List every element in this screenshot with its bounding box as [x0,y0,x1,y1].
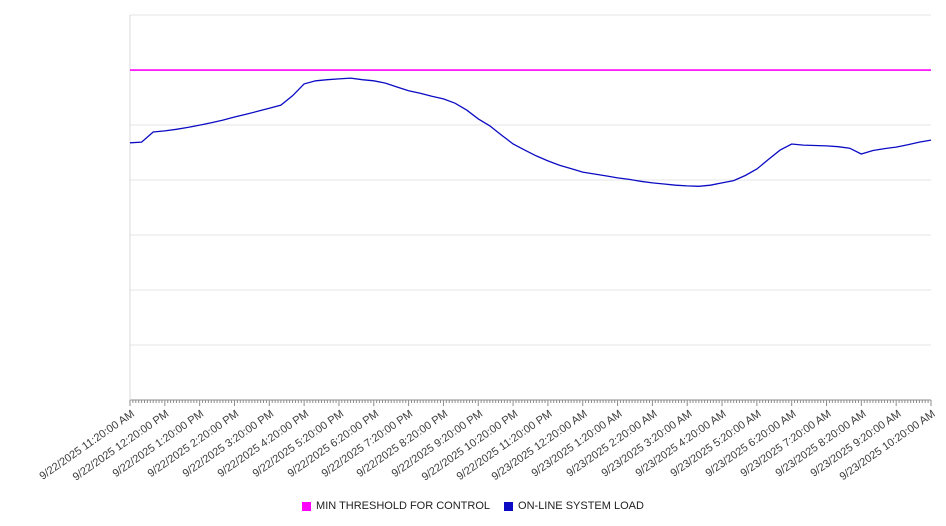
chart-legend: MIN THRESHOLD FOR CONTROL ON-LINE SYSTEM… [0,500,946,512]
online-system-load-line [129,77,932,187]
legend-label-threshold: MIN THRESHOLD FOR CONTROL [316,500,491,512]
legend-item-min-threshold: MIN THRESHOLD FOR CONTROL [302,500,490,512]
legend-item-online-system-load: ON-LINE SYSTEM LOAD [504,500,644,512]
legend-swatch-load-icon [504,501,514,511]
legend-swatch-threshold-icon [302,501,312,511]
legend-label-load: ON-LINE SYSTEM LOAD [518,500,644,512]
